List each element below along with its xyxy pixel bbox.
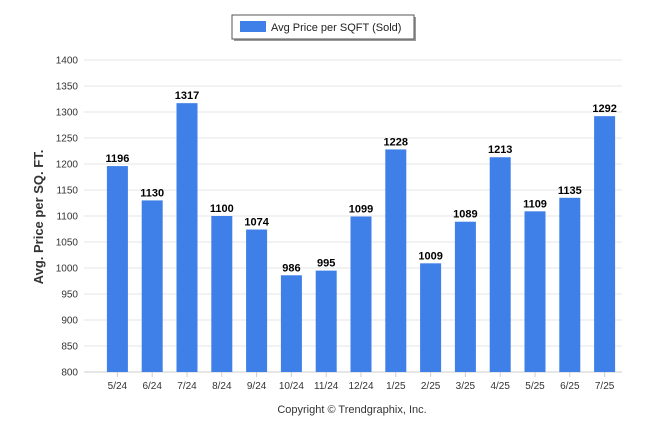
y-tick-label: 1150 xyxy=(56,186,78,197)
bar xyxy=(351,217,372,372)
copyright-footer: Copyright © Trendgraphix, Inc. xyxy=(277,404,426,416)
y-tick-label: 900 xyxy=(61,316,78,327)
y-tick-label: 1350 xyxy=(56,82,79,93)
legend-label: Avg Price per SQFT (Sold) xyxy=(271,22,401,34)
x-tick-label: 4/25 xyxy=(490,381,510,392)
data-label: 1074 xyxy=(244,217,269,229)
x-axis-ticks: 5/24 6/24 7/24 8/24 9/24 10/24 11/24 12/24 1/25 2… xyxy=(108,372,615,392)
y-axis-label: Avg. Price per SQ. FT. xyxy=(31,150,46,285)
bar xyxy=(385,149,406,372)
y-tick-label: 1250 xyxy=(56,134,79,145)
data-label: 1135 xyxy=(558,185,582,197)
y-tick-label: 1400 xyxy=(56,56,79,67)
data-label: 1213 xyxy=(488,144,512,156)
data-label: 986 xyxy=(282,262,300,274)
bar xyxy=(316,271,337,372)
x-tick-label: 10/24 xyxy=(279,381,304,392)
x-tick-label: 7/25 xyxy=(595,381,615,392)
bar xyxy=(420,263,441,372)
bar-chart: Avg Price per SQFT (Sold) Avg. Price per… xyxy=(0,0,646,434)
x-tick-label: 1/25 xyxy=(386,381,406,392)
data-label: 1089 xyxy=(453,209,477,221)
y-tick-label: 1300 xyxy=(56,108,79,119)
bar xyxy=(142,200,163,372)
y-axis-ticks: 800 850 900 950 1000 1050 1100 1150 1200 1250 1300… xyxy=(56,56,79,379)
data-label: 1009 xyxy=(418,250,442,262)
x-tick-label: 5/24 xyxy=(108,381,128,392)
bar xyxy=(525,211,546,372)
x-tick-label: 6/25 xyxy=(560,381,580,392)
y-tick-label: 950 xyxy=(61,290,78,301)
y-tick-label: 1100 xyxy=(56,212,78,223)
y-tick-label: 800 xyxy=(61,368,78,379)
bar xyxy=(559,198,580,372)
x-tick-label: 3/25 xyxy=(456,381,476,392)
data-label: 1317 xyxy=(175,90,199,102)
data-label: 1109 xyxy=(523,198,547,210)
y-tick-label: 1050 xyxy=(56,238,79,249)
x-tick-label: 2/25 xyxy=(421,381,441,392)
bar xyxy=(490,157,511,372)
data-label: 1196 xyxy=(105,153,129,165)
data-label: 1292 xyxy=(592,103,616,115)
data-label: 1100 xyxy=(210,203,234,215)
data-label: 1130 xyxy=(140,187,164,199)
legend: Avg Price per SQFT (Sold) xyxy=(232,15,416,41)
x-tick-label: 7/24 xyxy=(177,381,197,392)
bar xyxy=(107,166,128,372)
data-label: 995 xyxy=(317,258,335,270)
bar xyxy=(211,216,232,372)
bar xyxy=(246,230,267,372)
x-tick-label: 8/24 xyxy=(212,381,232,392)
legend-swatch xyxy=(240,21,266,32)
y-tick-label: 850 xyxy=(61,342,78,353)
y-tick-label: 1000 xyxy=(56,264,79,275)
data-label: 1228 xyxy=(384,136,408,148)
x-tick-label: 12/24 xyxy=(348,381,373,392)
data-label: 1099 xyxy=(349,204,373,216)
bars xyxy=(107,103,615,372)
x-tick-label: 9/24 xyxy=(247,381,267,392)
bar xyxy=(177,103,198,372)
x-tick-label: 6/24 xyxy=(142,381,162,392)
y-tick-label: 1200 xyxy=(56,160,79,171)
x-tick-label: 5/25 xyxy=(525,381,545,392)
x-tick-label: 11/24 xyxy=(314,381,339,392)
bar xyxy=(281,275,302,372)
bar xyxy=(455,222,476,372)
bar xyxy=(594,116,615,372)
